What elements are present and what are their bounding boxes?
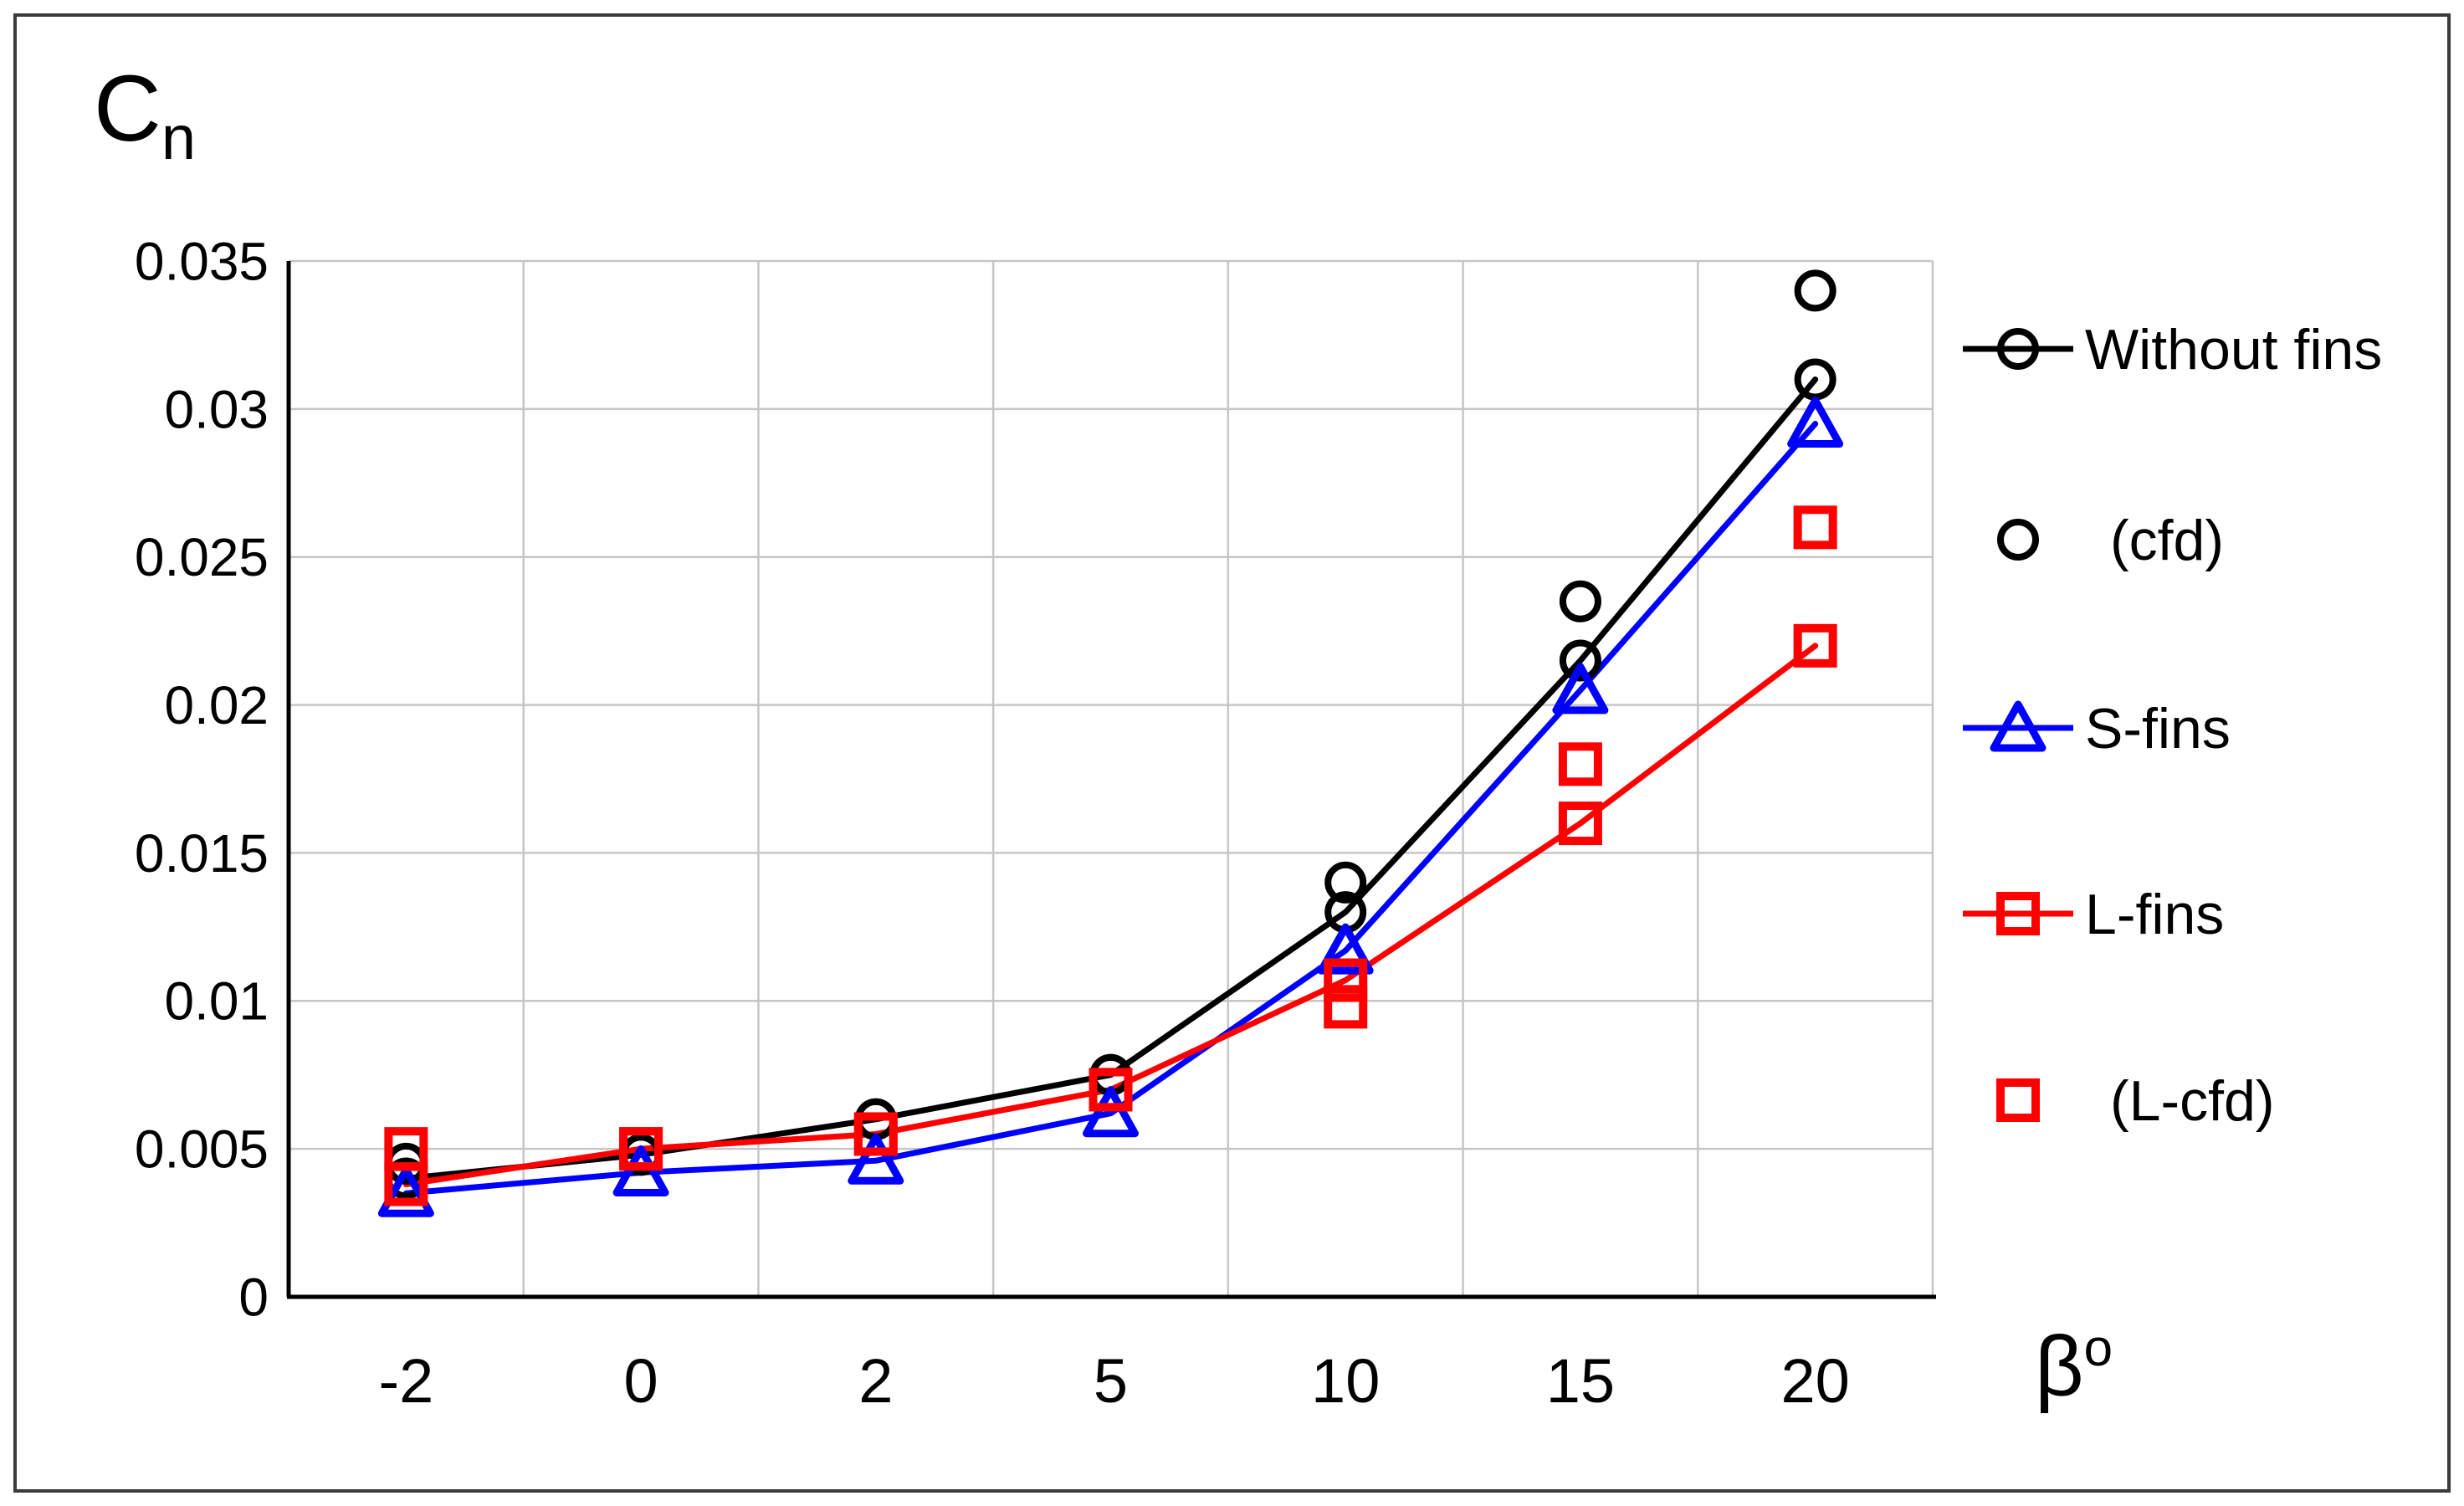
legend-label: Without fins bbox=[2085, 318, 2382, 382]
marker-l-cfd bbox=[853, 1112, 898, 1156]
legend-item-without-fins: Without fins bbox=[1963, 318, 2382, 382]
y-tick-label: 0 bbox=[238, 1267, 269, 1327]
marker-cfd bbox=[1794, 269, 1836, 312]
legend-item-l-cfd: (L-cfd) bbox=[1996, 1069, 2274, 1133]
marker-l-cfd bbox=[1324, 985, 1368, 1029]
marker-cfd bbox=[1324, 861, 1367, 904]
marker-s-fins bbox=[377, 1165, 434, 1217]
marker-without-fins bbox=[1559, 639, 1601, 682]
x-tick-label: 0 bbox=[623, 1346, 658, 1416]
marker-s-fins bbox=[1552, 663, 1609, 715]
legend-label: S-fins bbox=[2085, 697, 2231, 761]
x-axis-title: βo bbox=[2035, 1319, 2113, 1414]
x-tick-labels: -2 0 2 5 10 15 20 bbox=[378, 1346, 1849, 1416]
marker-l-cfd bbox=[1089, 1068, 1133, 1112]
x-tick-label: -2 bbox=[378, 1346, 433, 1416]
legend-label: L-fins bbox=[2085, 883, 2224, 946]
marker-s-fins bbox=[1083, 1086, 1139, 1138]
gridlines bbox=[289, 259, 1934, 1297]
marker-s-fins bbox=[1317, 923, 1374, 975]
y-tick-label: 0.035 bbox=[135, 231, 269, 291]
legend-marker-square bbox=[1996, 892, 2040, 935]
x-tick-label: 2 bbox=[858, 1346, 893, 1416]
marker-l-fins bbox=[1558, 802, 1602, 846]
marker-l-cfd bbox=[619, 1127, 663, 1171]
marker-s-fins bbox=[612, 1145, 669, 1196]
legend-marker-triangle bbox=[1990, 700, 2047, 752]
legend-item-l-fins: L-fins bbox=[1963, 883, 2224, 946]
x-tick-label: 5 bbox=[1094, 1346, 1128, 1416]
y-tick-label: 0.015 bbox=[135, 823, 269, 884]
x-tick-label: 10 bbox=[1311, 1346, 1380, 1416]
y-tick-label: 0.005 bbox=[135, 1119, 269, 1180]
legend-label: (cfd) bbox=[2110, 509, 2224, 572]
marker-l-cfd bbox=[384, 1127, 428, 1171]
legend-item-cfd: (cfd) bbox=[1997, 509, 2224, 572]
y-axis-title: Cn bbox=[94, 56, 196, 172]
figure-border bbox=[13, 13, 2451, 1493]
marker-l-fins bbox=[1324, 958, 1368, 1002]
x-tick-label: 20 bbox=[1780, 1346, 1849, 1416]
y-tick-labels: 0 0.005 0.01 0.015 0.02 0.025 0.03 0.035 bbox=[135, 231, 269, 1327]
marker-s-fins bbox=[1787, 397, 1844, 448]
series-markers-s-fins bbox=[377, 397, 1844, 1217]
legend-marker-circle bbox=[1997, 519, 2039, 561]
marker-l-cfd bbox=[1793, 505, 1837, 550]
y-tick-label: 0.03 bbox=[164, 379, 269, 439]
y-tick-label: 0.01 bbox=[164, 971, 269, 1032]
marker-cfd bbox=[1559, 580, 1601, 622]
y-tick-label: 0.02 bbox=[164, 675, 269, 735]
legend-label: (L-cfd) bbox=[2110, 1069, 2274, 1133]
legend-marker-circle bbox=[1997, 328, 2039, 370]
x-tick-label: 15 bbox=[1546, 1346, 1615, 1416]
marker-s-fins bbox=[848, 1133, 904, 1185]
marker-l-fins bbox=[1793, 623, 1837, 668]
legend-marker-square bbox=[1996, 1078, 2040, 1122]
legend: Without fins (cfd) S-fins L-fins (L-cfd) bbox=[1963, 318, 2382, 1133]
series-markers-l-cfd bbox=[384, 505, 1837, 1171]
y-tick-label: 0.025 bbox=[135, 527, 269, 587]
legend-item-s-fins: S-fins bbox=[1963, 697, 2231, 761]
marker-l-cfd bbox=[1558, 742, 1602, 786]
